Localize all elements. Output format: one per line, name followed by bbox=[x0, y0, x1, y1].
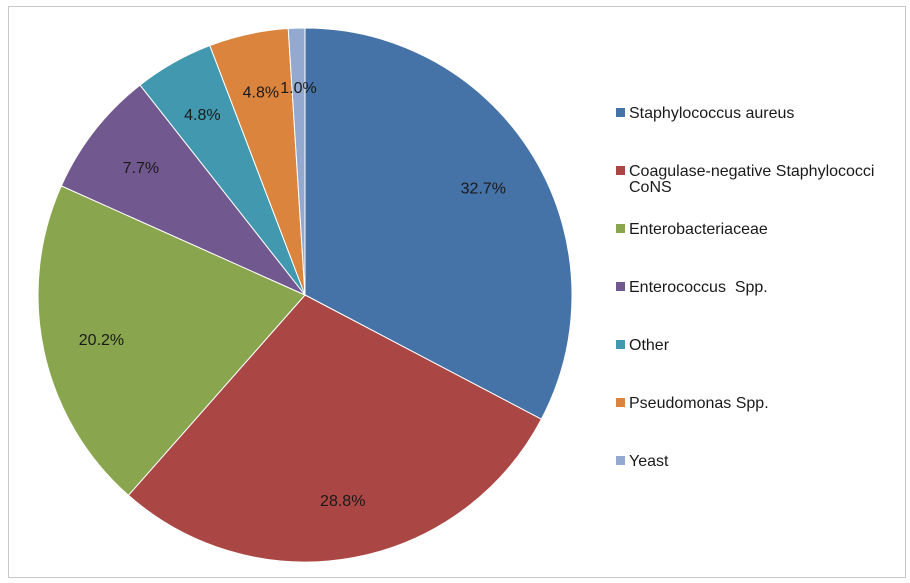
legend-swatch-other bbox=[616, 340, 625, 349]
pie-slice-coagulase-negative-staphylococci-cons bbox=[127, 294, 543, 563]
legend-label-coagulase-negative-staphylococci-cons: Coagulase-negative Staphylococci CoNS bbox=[629, 163, 874, 196]
legend-label-enterobacteriaceae: Enterobacteriaceae bbox=[629, 221, 768, 238]
pie-slice-enterobacteriaceae bbox=[37, 185, 306, 496]
legend: Staphylococcus aureus Coagulase-negative … bbox=[616, 105, 874, 470]
legend-label-pseudomonas-spp: Pseudomonas Spp. bbox=[629, 395, 769, 412]
slice-label-enterobacteriaceae: 20.2% bbox=[79, 332, 124, 349]
pie-slice-yeast bbox=[287, 27, 306, 296]
legend-swatch-yeast bbox=[616, 456, 625, 465]
legend-label-yeast: Yeast bbox=[629, 453, 669, 470]
slice-label-pseudomonas-spp: 4.8% bbox=[243, 84, 279, 101]
legend-label-staphylococcus-aureus: Staphylococcus aureus bbox=[629, 105, 794, 122]
slice-label-other: 4.8% bbox=[184, 107, 220, 124]
legend-label-enterococcus-spp: Enterococcus Spp. bbox=[629, 279, 768, 296]
slice-label-coagulase-negative-staphylococci-cons: 28.8% bbox=[320, 493, 365, 510]
slice-label-yeast: 1.0% bbox=[280, 80, 316, 97]
pie-slice-enterococcus-spp bbox=[60, 84, 306, 296]
legend-swatch-pseudomonas-spp bbox=[616, 398, 625, 407]
legend-swatch-staphylococcus-aureus bbox=[616, 108, 625, 117]
legend-label-other: Other bbox=[629, 337, 670, 354]
pie-labels: 32.7%28.8%20.2%7.7%4.8%4.8% 1.0% bbox=[79, 80, 506, 510]
legend-swatch-coagulase-negative-staphylococci-cons bbox=[616, 166, 625, 175]
pie-slices bbox=[37, 27, 573, 563]
slice-label-staphylococcus-aureus: 32.7% bbox=[461, 180, 506, 197]
legend-swatch-enterococcus-spp bbox=[616, 282, 625, 291]
legend-swatch-enterobacteriaceae bbox=[616, 224, 625, 233]
slice-label-enterococcus-spp: 7.7% bbox=[123, 160, 159, 177]
pie-slice-staphylococcus-aureus bbox=[304, 27, 573, 420]
